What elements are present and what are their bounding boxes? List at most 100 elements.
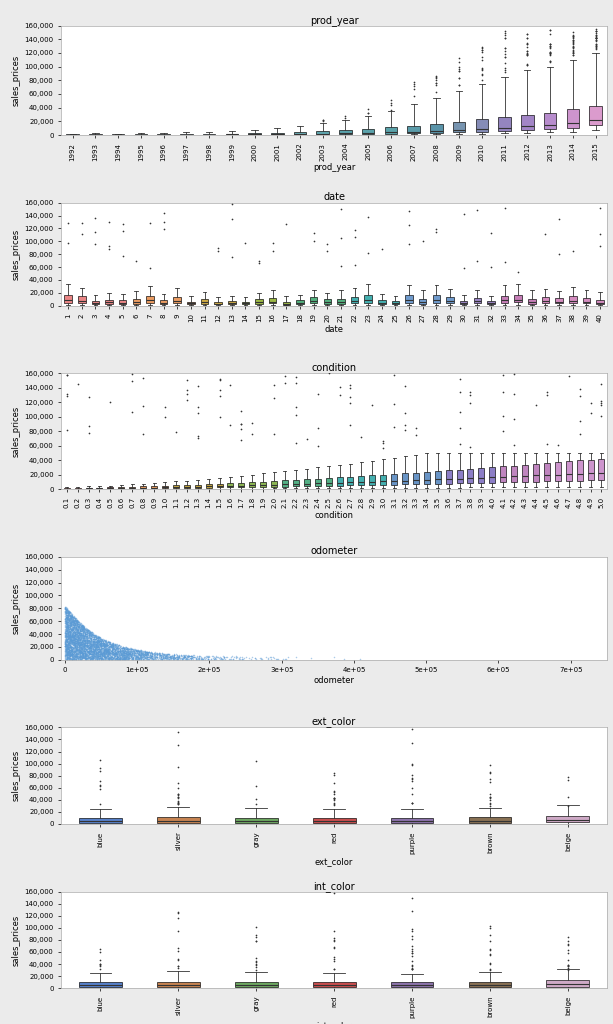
Point — [86, 650, 96, 667]
Point — [80, 646, 90, 663]
Point — [123, 650, 132, 667]
Point — [102, 645, 112, 662]
Point — [78, 627, 88, 643]
Point — [69, 613, 78, 630]
Point — [71, 640, 81, 656]
Point — [179, 649, 189, 666]
Point — [60, 640, 70, 656]
Point — [126, 648, 136, 665]
Point — [409, 76, 419, 92]
Point — [84, 635, 94, 651]
Point — [84, 633, 94, 649]
Point — [99, 638, 109, 654]
Point — [147, 646, 156, 663]
Point — [73, 645, 83, 662]
Point — [67, 616, 77, 633]
Point — [61, 627, 71, 643]
Point — [77, 645, 87, 662]
Point — [200, 649, 210, 666]
Point — [116, 638, 126, 654]
Point — [173, 795, 183, 811]
Point — [98, 635, 108, 651]
Point — [67, 627, 77, 643]
Point — [114, 643, 124, 659]
Point — [69, 616, 79, 633]
Point — [62, 649, 72, 666]
Point — [80, 647, 90, 664]
Point — [192, 430, 202, 446]
Point — [120, 646, 129, 663]
Point — [89, 629, 99, 645]
Point — [227, 211, 237, 227]
Point — [92, 648, 102, 665]
Point — [62, 634, 72, 650]
Point — [172, 651, 181, 668]
Point — [69, 635, 79, 651]
Point — [66, 622, 76, 638]
Point — [66, 611, 76, 628]
Point — [65, 627, 75, 643]
Point — [65, 639, 75, 655]
Point — [82, 636, 92, 652]
Point — [280, 369, 290, 385]
Point — [78, 620, 88, 636]
Point — [63, 639, 72, 655]
Point — [95, 645, 105, 662]
Point — [109, 650, 118, 667]
Point — [99, 635, 109, 651]
Point — [407, 945, 417, 962]
Point — [80, 621, 90, 637]
Point — [64, 611, 74, 628]
Point — [97, 632, 107, 648]
Point — [86, 646, 96, 663]
Point — [78, 625, 88, 641]
Point — [173, 647, 183, 664]
Point — [210, 648, 219, 665]
Point — [133, 651, 143, 668]
Point — [86, 640, 96, 656]
Point — [72, 622, 82, 638]
Point — [86, 624, 96, 640]
Point — [102, 637, 112, 653]
Point — [89, 630, 99, 646]
Point — [63, 618, 73, 635]
Point — [184, 648, 194, 665]
Point — [137, 645, 147, 662]
Point — [76, 650, 86, 667]
Point — [101, 645, 111, 662]
Point — [80, 650, 90, 667]
Point — [69, 639, 79, 655]
Point — [70, 631, 80, 647]
Point — [72, 614, 82, 631]
Point — [78, 641, 88, 657]
Point — [67, 622, 77, 638]
Point — [151, 648, 161, 665]
Point — [500, 65, 509, 81]
Point — [74, 633, 83, 649]
Point — [151, 646, 161, 663]
Point — [120, 651, 130, 668]
Point — [76, 640, 86, 656]
Point — [63, 612, 73, 629]
Point — [63, 606, 72, 623]
Point — [62, 602, 72, 618]
Point — [69, 629, 79, 645]
PathPatch shape — [413, 472, 419, 484]
PathPatch shape — [215, 302, 222, 304]
Point — [117, 640, 127, 656]
Point — [97, 636, 107, 652]
Point — [65, 645, 75, 662]
Point — [63, 614, 72, 631]
Point — [121, 641, 131, 657]
Point — [216, 650, 226, 667]
Point — [407, 953, 417, 970]
Point — [67, 647, 77, 664]
PathPatch shape — [157, 817, 200, 822]
Point — [70, 610, 80, 627]
Point — [67, 634, 77, 650]
Point — [66, 641, 75, 657]
Point — [129, 645, 139, 662]
Point — [70, 626, 80, 642]
Point — [159, 646, 169, 663]
Point — [96, 647, 105, 664]
